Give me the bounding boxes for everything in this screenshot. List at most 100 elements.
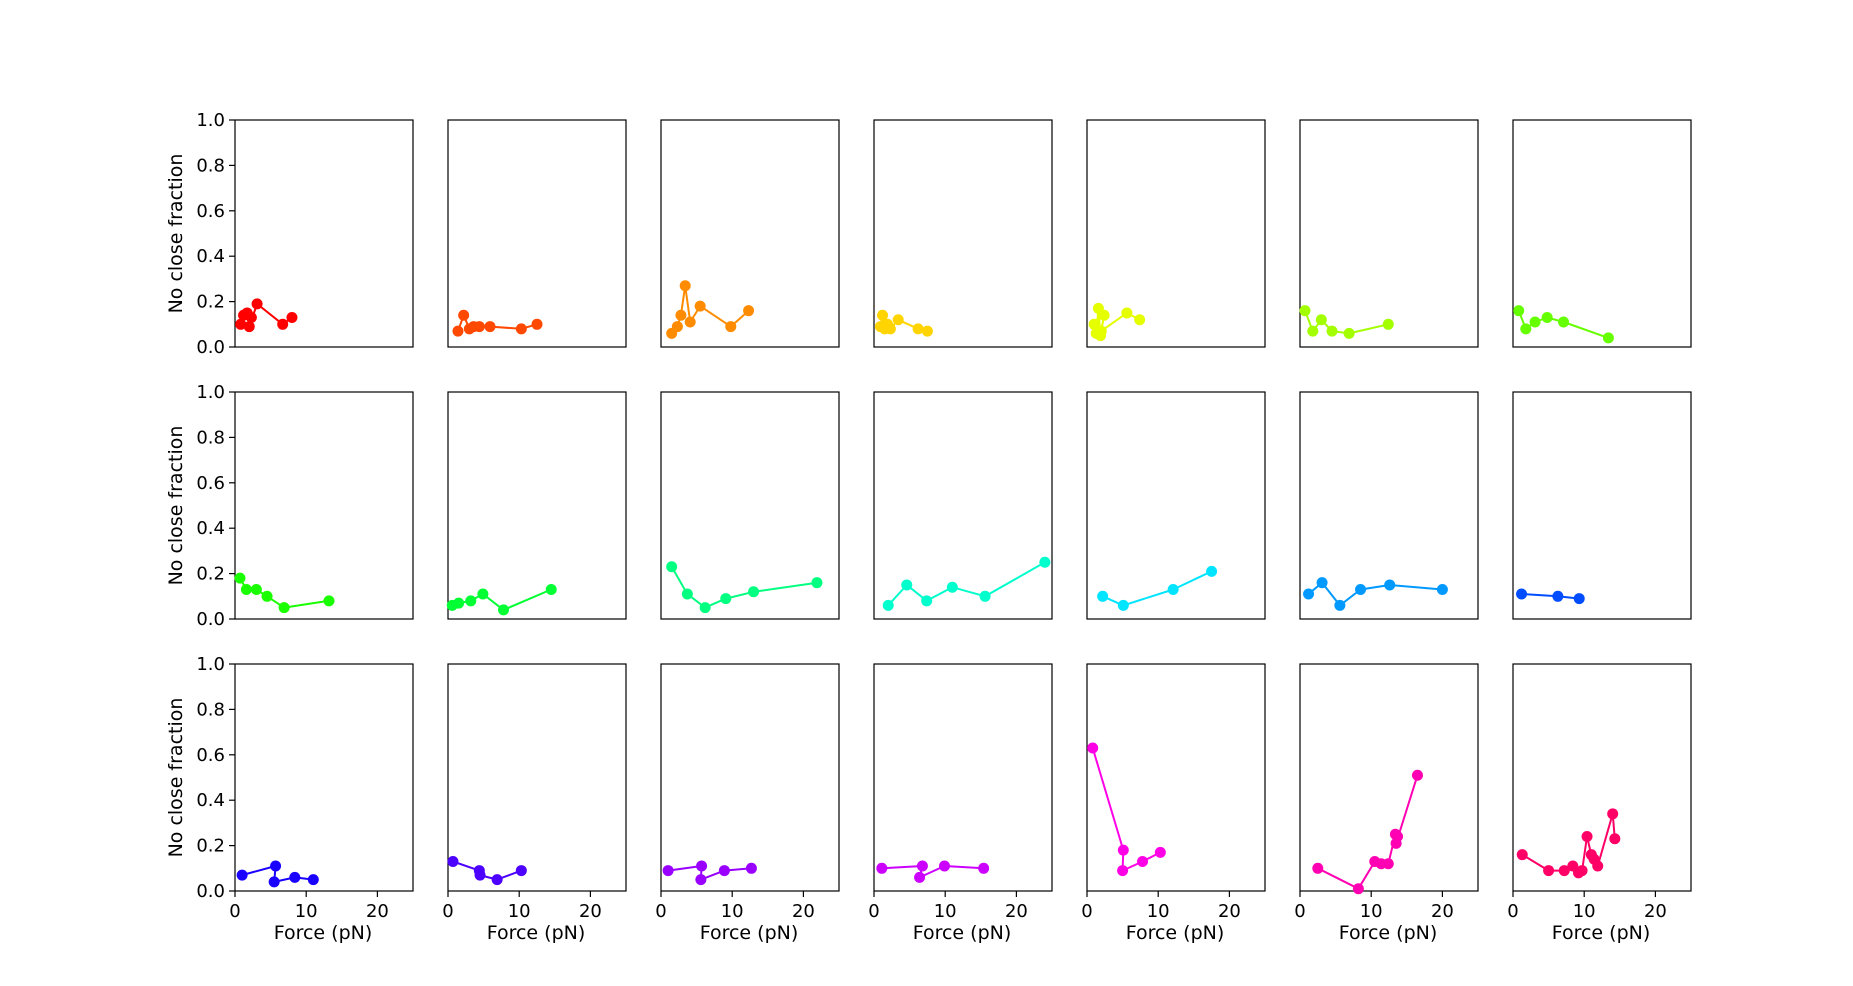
x-tick-label: 20 <box>1431 901 1454 922</box>
data-point <box>1602 332 1614 344</box>
y-axis-label: No close fraction <box>165 698 187 858</box>
data-point <box>251 298 263 310</box>
subplot-1: 0.0 0.2 0.4 0.6 0.8 1.0 No close fraction <box>165 110 414 358</box>
data-point <box>679 280 691 292</box>
data-point <box>498 604 510 616</box>
data-point <box>1303 588 1315 600</box>
x-tick-label: 20 <box>1644 901 1667 922</box>
subplot-4 <box>873 119 1053 348</box>
axes-frame <box>234 391 414 620</box>
data-point <box>1316 577 1328 589</box>
data-point <box>1352 883 1364 895</box>
data-point <box>884 323 896 335</box>
x-tick-label: 10 <box>934 901 957 922</box>
x-tick-label: 20 <box>1218 901 1241 922</box>
subplot-6 <box>1299 119 1479 348</box>
data-point <box>545 583 557 595</box>
data-point <box>1312 862 1324 874</box>
subplot-14 <box>1512 391 1692 620</box>
data-point <box>912 323 924 335</box>
data-point <box>1039 556 1051 568</box>
y-axis-label: No close fraction <box>165 426 187 586</box>
subplot-10 <box>660 391 840 620</box>
data-point <box>243 321 255 333</box>
y-tick-label: 0.2 <box>196 836 225 857</box>
axes-frame <box>234 663 414 892</box>
y-tick-label: 0.0 <box>196 337 225 358</box>
subplot-15: 0.0 0.2 0.4 0.6 0.8 1.0 No close fraction 0 10 20… <box>165 654 414 944</box>
data-point <box>1154 846 1166 858</box>
data-point <box>473 321 485 333</box>
data-point <box>515 323 527 335</box>
data-point <box>289 871 301 883</box>
x-axis-label: Force (pN) <box>700 922 799 944</box>
axes-frame <box>447 663 627 892</box>
data-point <box>671 321 683 333</box>
data-point <box>694 300 706 312</box>
data-point <box>1558 316 1570 328</box>
axes-frame <box>1512 119 1692 348</box>
data-point <box>662 865 674 877</box>
axes-frame <box>1299 119 1479 348</box>
y-tick-label: 0.4 <box>196 246 225 267</box>
data-point <box>1334 599 1346 611</box>
y-tick-label: 0.2 <box>196 292 225 313</box>
data-point <box>1134 314 1146 326</box>
data-point <box>666 561 678 573</box>
x-tick-label: 10 <box>1147 901 1170 922</box>
data-point <box>477 588 489 600</box>
x-axis-label: Force (pN) <box>1126 922 1225 944</box>
data-point <box>447 855 459 867</box>
x-axis-label: Force (pN) <box>1339 922 1438 944</box>
x-tick-label: 10 <box>1360 901 1383 922</box>
subplot-3 <box>660 119 840 348</box>
data-point <box>1573 593 1585 605</box>
x-tick-label: 0 <box>1507 901 1518 922</box>
y-tick-label: 0.4 <box>196 790 225 811</box>
data-point <box>1516 849 1528 861</box>
data-point <box>699 602 711 614</box>
axes-frame <box>447 391 627 620</box>
subplot-8: 0.0 0.2 0.4 0.6 0.8 1.0 No close fraction <box>165 382 414 630</box>
data-point <box>268 876 280 888</box>
data-point <box>1206 565 1218 577</box>
data-point <box>1436 583 1448 595</box>
data-point <box>1516 588 1528 600</box>
x-tick-label: 20 <box>1005 901 1028 922</box>
data-point <box>882 599 894 611</box>
data-point <box>452 325 464 337</box>
data-point <box>1343 327 1355 339</box>
x-tick-label: 10 <box>1573 901 1596 922</box>
data-point <box>1117 599 1129 611</box>
data-point <box>681 588 693 600</box>
data-point <box>1087 742 1099 754</box>
data-point <box>474 869 486 881</box>
data-point <box>921 325 933 337</box>
data-point <box>1558 865 1570 877</box>
data-point <box>1529 316 1541 328</box>
subplot-12 <box>1086 391 1266 620</box>
data-point <box>1326 325 1338 337</box>
data-point <box>531 318 543 330</box>
subplot-7 <box>1512 119 1692 348</box>
data-point <box>515 865 527 877</box>
subplot-9 <box>446 391 627 620</box>
data-point <box>876 862 888 874</box>
data-point <box>1384 579 1396 591</box>
data-point <box>270 860 282 872</box>
data-point <box>1097 590 1109 602</box>
data-point <box>236 869 248 881</box>
data-point <box>914 871 926 883</box>
data-point <box>695 874 707 886</box>
data-point <box>718 865 730 877</box>
y-tick-label: 1.0 <box>196 382 225 403</box>
data-point <box>978 862 990 874</box>
axes-frame <box>1299 663 1479 892</box>
data-point <box>323 595 335 607</box>
data-point <box>684 316 696 328</box>
axes-frame <box>1086 391 1266 620</box>
axes-frame <box>1086 119 1266 348</box>
